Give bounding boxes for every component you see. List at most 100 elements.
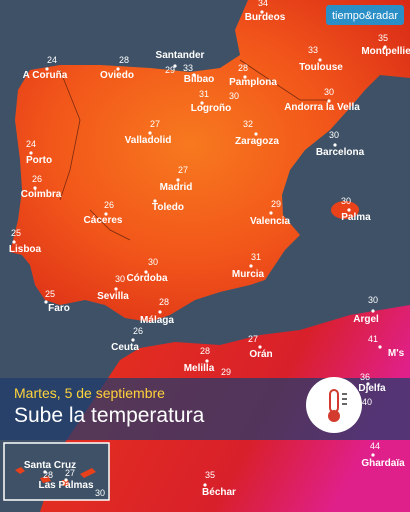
city-dot (12, 240, 16, 244)
temperature-label: 24 (47, 55, 57, 65)
city-dot (131, 338, 135, 342)
city-dot (378, 345, 382, 349)
city-name: Argel (353, 314, 379, 325)
thermometer-bulb (328, 410, 340, 422)
temperature-label: 34 (258, 0, 268, 8)
city-name: Bilbao (184, 74, 215, 85)
city-name: Valencia (250, 216, 290, 227)
land-europe (10, 0, 410, 322)
city-dot (29, 151, 33, 155)
city-name: Andorra la Vella (284, 102, 360, 113)
temperature-label: 31 (251, 252, 261, 262)
mallorca (331, 201, 359, 219)
city-name: A Coruña (23, 70, 68, 81)
temperature-label: 30 (229, 91, 239, 101)
temperature-label: 30 (95, 488, 105, 498)
temperature-label: 30 (324, 87, 334, 97)
temperature-label: 35 (205, 470, 215, 480)
temperature-label: 26 (104, 200, 114, 210)
temperature-label: 27 (65, 468, 75, 478)
temperature-label: 26 (133, 326, 143, 336)
city-name: Melilla (184, 363, 215, 374)
temperature-label: 33 (183, 63, 193, 73)
city-dot (173, 64, 177, 68)
city-dot (383, 45, 387, 49)
city-name: Murcia (232, 269, 265, 280)
city-dot (371, 309, 375, 313)
temperature-label: 28 (200, 346, 210, 356)
thermometer-icon (306, 377, 362, 433)
city-name: Orán (249, 349, 272, 360)
city-dot (269, 211, 273, 215)
city-name: Zaragoza (235, 136, 279, 147)
temperature-label: 27 (178, 165, 188, 175)
temperature-label: 28 (238, 63, 248, 73)
city-name: Valladolid (125, 135, 172, 146)
city-name: Córdoba (126, 273, 168, 284)
city-dot (43, 470, 47, 474)
city-name: Barcelona (316, 147, 365, 158)
temperature-label: 29 (221, 367, 231, 377)
temperature-label: 27 (150, 119, 160, 129)
temperature-label: 40 (362, 397, 372, 407)
city-dot (64, 478, 68, 482)
city-name: Porto (26, 155, 52, 166)
city-name: Burdeos (245, 12, 286, 23)
temperature-label: 41 (368, 334, 378, 344)
city-dot (347, 208, 351, 212)
temperature-label: 30 (368, 295, 378, 305)
city-name: Logroño (191, 103, 232, 114)
city-name: Ghardaïa (361, 458, 405, 469)
temperature-label: 27 (248, 334, 258, 344)
city-dot (327, 99, 331, 103)
thermometer-scale (342, 393, 347, 405)
temperature-label: 25 (45, 289, 55, 299)
temperature-label: 30 (148, 257, 158, 267)
city-name: Coimbra (21, 189, 62, 200)
city-dot (243, 75, 247, 79)
city-name: Béchar (202, 487, 236, 498)
city-name: Toulouse (299, 62, 343, 73)
city-name: Lisboa (9, 244, 42, 255)
city-dot (153, 199, 157, 203)
city-dot (366, 382, 370, 386)
temperature-label: 44 (370, 441, 380, 451)
city-name: Oviedo (100, 70, 134, 81)
city-name: Santa Cruz (24, 460, 76, 471)
city-name: Málaga (140, 315, 174, 326)
temperature-label: 26 (32, 174, 42, 184)
city-name: Ceuta (111, 342, 139, 353)
border (59, 59, 330, 241)
city-dot (200, 101, 204, 105)
banner-headline: Sube la temperatura (14, 404, 205, 427)
city-name: Palma (341, 212, 371, 223)
city-dot (258, 345, 262, 349)
city-name: Djelfa (358, 383, 386, 394)
temperature-label: 30 (341, 196, 351, 206)
city-dot (260, 10, 264, 14)
temperature-label: 29 (165, 65, 175, 75)
city-dot (318, 58, 322, 62)
temperature-label: 28 (159, 297, 169, 307)
city-dot (158, 310, 162, 314)
banner-date: Martes, 5 de septiembre (14, 385, 165, 401)
temperature-label: 32 (243, 119, 253, 129)
city-dot (144, 270, 148, 274)
city-name: Madrid (160, 182, 193, 193)
temperature-label: 33 (308, 45, 318, 55)
temperature-label: 25 (11, 228, 21, 238)
city-dot (205, 359, 209, 363)
temperature-label: 35 (378, 33, 388, 43)
temperature-label: 24 (26, 139, 36, 149)
temperature-label: 28 (43, 470, 53, 480)
city-dot (203, 483, 207, 487)
city-dot (114, 287, 118, 291)
city-dot (254, 132, 258, 136)
city-dot (45, 67, 49, 71)
temperature-label: 29 (271, 199, 281, 209)
city-name: Cáceres (84, 215, 123, 226)
city-dot (33, 186, 37, 190)
city-name: Montpellier (361, 46, 410, 57)
city-dot (148, 131, 152, 135)
